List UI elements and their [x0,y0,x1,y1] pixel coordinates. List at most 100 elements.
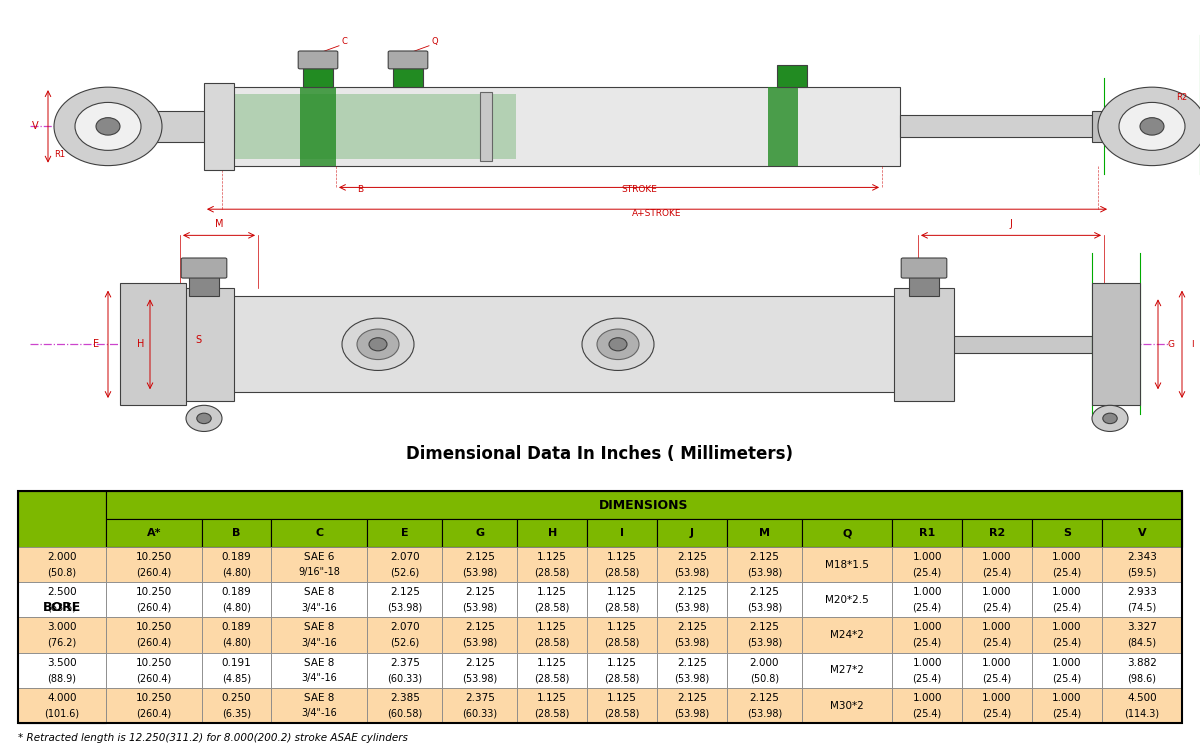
Bar [271,688,367,723]
Text: E: E [92,339,98,349]
Text: (260.4): (260.4) [136,708,172,718]
Bar [1092,111,1110,142]
Bar [302,66,334,87]
Text: (4.80): (4.80) [222,603,251,612]
Text: Q: Q [432,37,439,45]
Circle shape [74,102,142,150]
Bar [228,297,900,392]
Bar [587,519,656,547]
Text: B: B [356,185,364,194]
Text: S: S [194,335,202,345]
Text: 9/16"-18: 9/16"-18 [299,568,341,577]
FancyBboxPatch shape [181,258,227,278]
Text: M20*2.5: M20*2.5 [826,595,869,605]
Bar [106,653,202,688]
Text: 2.500: 2.500 [47,587,77,597]
Bar [802,653,893,688]
Bar [106,618,202,653]
Bar [18,492,1182,723]
Text: 1.000: 1.000 [983,693,1012,703]
Text: E: E [401,528,408,538]
Text: 3/4"-16: 3/4"-16 [301,673,337,683]
Bar [367,688,443,723]
Text: C: C [316,528,324,538]
Text: (25.4): (25.4) [983,708,1012,718]
Bar [106,582,202,618]
Text: (53.98): (53.98) [462,673,497,683]
Bar [443,618,517,653]
Text: (53.98): (53.98) [674,708,709,718]
Bar [480,92,492,161]
Bar [1032,688,1102,723]
Text: (25.4): (25.4) [912,603,942,612]
Text: (63.5): (63.5) [48,603,77,612]
Bar [1102,582,1182,618]
Text: 1.000: 1.000 [912,658,942,668]
Text: (28.58): (28.58) [605,673,640,683]
Text: 4.000: 4.000 [47,693,77,703]
Text: 1.000: 1.000 [983,658,1012,668]
Text: (260.4): (260.4) [136,568,172,577]
Bar [587,688,656,723]
Bar [517,519,587,547]
Text: R2: R2 [989,528,1006,538]
Text: A+STROKE: A+STROKE [632,209,682,218]
FancyBboxPatch shape [389,51,427,69]
Bar [1032,618,1102,653]
Text: M30*2: M30*2 [830,701,864,711]
Text: (4.80): (4.80) [222,638,251,648]
Bar [202,688,271,723]
Circle shape [598,329,640,360]
Circle shape [186,405,222,431]
Text: 1.000: 1.000 [983,587,1012,597]
Bar [962,547,1032,582]
Bar [1102,618,1182,653]
Text: C: C [342,37,348,45]
Text: (25.4): (25.4) [912,568,942,577]
Text: 1.125: 1.125 [538,552,568,562]
Text: 1.125: 1.125 [607,587,637,597]
Text: M24*2: M24*2 [830,630,864,640]
Bar [727,688,802,723]
Text: S: S [1063,528,1070,538]
FancyBboxPatch shape [901,258,947,278]
Bar [18,582,106,618]
Circle shape [370,337,386,351]
Text: (50.8): (50.8) [750,673,779,683]
Bar [1032,582,1102,618]
Bar [910,275,940,297]
Text: H: H [137,339,144,349]
Text: 2.125: 2.125 [464,658,494,668]
Text: (60.33): (60.33) [462,708,497,718]
Text: (28.58): (28.58) [605,603,640,612]
Text: 2.375: 2.375 [390,658,420,668]
Text: 2.125: 2.125 [464,552,494,562]
Text: Dimensional Data In Inches ( Millimeters): Dimensional Data In Inches ( Millimeters… [407,445,793,463]
Bar [1032,653,1102,688]
Text: (84.5): (84.5) [1127,638,1157,648]
Bar [18,653,106,688]
Text: (53.98): (53.98) [462,603,497,612]
Text: (60.58): (60.58) [388,708,422,718]
Bar [587,547,656,582]
Text: 10.250: 10.250 [136,552,172,562]
Text: 1.125: 1.125 [607,622,637,633]
Text: (53.98): (53.98) [674,568,709,577]
Text: 2.070: 2.070 [390,552,420,562]
Text: SAE 6: SAE 6 [304,552,335,562]
Text: (53.98): (53.98) [674,673,709,683]
Text: 0.189: 0.189 [222,622,252,633]
Bar [894,288,954,401]
Circle shape [358,329,398,360]
Text: (25.4): (25.4) [1052,708,1081,718]
Bar [587,582,656,618]
Text: (25.4): (25.4) [983,603,1012,612]
Circle shape [1120,102,1186,150]
Text: 1.000: 1.000 [912,693,942,703]
Text: 1.000: 1.000 [1052,587,1081,597]
Text: SAE 8: SAE 8 [304,587,335,597]
Text: G: G [1166,340,1174,349]
Bar [802,688,893,723]
Bar [106,519,202,547]
Bar [893,688,962,723]
